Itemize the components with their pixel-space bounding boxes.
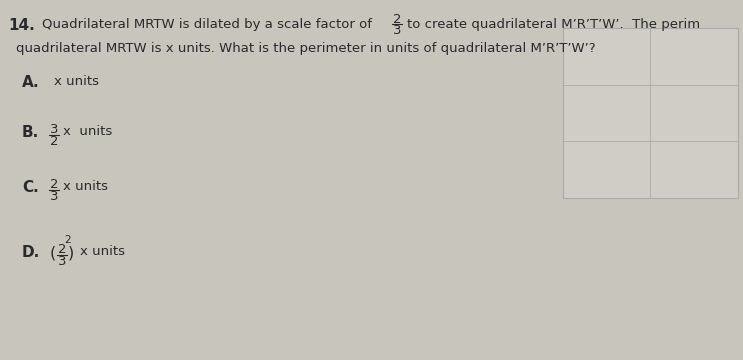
Text: 3: 3 — [58, 255, 67, 268]
Text: 2: 2 — [393, 13, 401, 26]
Text: x units: x units — [63, 180, 108, 193]
Text: 3: 3 — [50, 190, 59, 203]
Text: 3: 3 — [393, 24, 401, 37]
Text: x units: x units — [80, 245, 125, 258]
Text: to create quadrilateral M’R’T’W’.  The perim: to create quadrilateral M’R’T’W’. The pe… — [407, 18, 700, 31]
Text: 2: 2 — [64, 235, 71, 245]
Text: 2: 2 — [50, 178, 59, 191]
Text: 3: 3 — [50, 123, 59, 136]
Text: A.: A. — [22, 75, 39, 90]
Bar — [563, 28, 738, 198]
Text: ): ) — [68, 245, 74, 260]
Text: 14.: 14. — [8, 18, 35, 33]
Text: 2: 2 — [58, 243, 67, 256]
Text: Quadrilateral MRTW is dilated by a scale factor of: Quadrilateral MRTW is dilated by a scale… — [42, 18, 372, 31]
Text: D.: D. — [22, 245, 40, 260]
Text: 2: 2 — [50, 135, 59, 148]
Text: B.: B. — [22, 125, 39, 140]
Text: C.: C. — [22, 180, 39, 195]
Text: x units: x units — [54, 75, 99, 88]
Text: x  units: x units — [63, 125, 112, 138]
Text: quadrilateral MRTW is x units. What is the perimeter in units of quadrilateral M: quadrilateral MRTW is x units. What is t… — [16, 42, 596, 55]
Text: (: ( — [50, 245, 56, 260]
